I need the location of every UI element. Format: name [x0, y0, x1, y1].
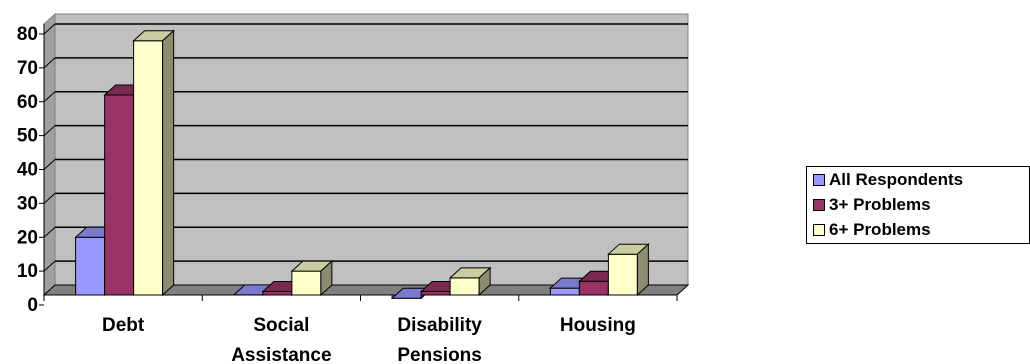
x-category-label: Pensions — [397, 345, 481, 364]
bar-front — [262, 290, 293, 296]
legend-swatch-all-respondents — [813, 174, 825, 186]
legend-item-3-problems: 3+ Problems — [813, 194, 931, 216]
bar-front — [133, 40, 164, 296]
y-tick-label: 50 — [17, 126, 38, 147]
gridline-side — [43, 125, 56, 136]
gridline-side — [43, 23, 56, 35]
bar-side — [320, 259, 333, 297]
bar-front — [578, 280, 609, 296]
bar-front — [420, 290, 451, 296]
gridline-side — [43, 193, 56, 204]
bar-front — [449, 277, 480, 296]
bar-front — [549, 287, 580, 296]
y-tick-label: 10 — [17, 261, 38, 282]
gridline-side — [43, 226, 56, 238]
gridline-side — [43, 57, 56, 69]
y-tick-label: 20 — [17, 227, 38, 248]
x-category-label: Housing — [560, 315, 636, 336]
y-tick-label: 40 — [17, 160, 38, 181]
legend-label: 6+ Problems — [829, 220, 931, 239]
bar-front — [104, 94, 135, 296]
y-tick-label: 0 — [27, 295, 38, 316]
y-tick-label: 60 — [17, 92, 38, 113]
y-tick-label: 80 — [17, 24, 38, 45]
legend-label: 3+ Problems — [829, 195, 931, 214]
bar-side — [636, 243, 649, 297]
bar-front — [607, 253, 638, 296]
y-tick-label: 70 — [17, 58, 38, 79]
bar-front — [291, 270, 322, 296]
legend-item-6-problems: 6+ Problems — [813, 219, 931, 241]
x-category-label: Debt — [102, 315, 145, 336]
legend-swatch-6-problems — [813, 224, 825, 236]
bar-side — [162, 29, 175, 297]
y-tick-label: 30 — [17, 193, 38, 214]
gridline-side — [43, 91, 56, 103]
x-category-label: Social — [253, 315, 309, 336]
gridline-side — [43, 159, 56, 170]
gridline-side — [43, 260, 56, 272]
bar-side — [478, 266, 491, 297]
bar-front — [75, 236, 106, 296]
chart-legend: All Respondents 3+ Problems 6+ Problems — [806, 166, 1030, 244]
legend-swatch-3-problems — [813, 199, 825, 211]
chart-side-wall — [43, 12, 56, 297]
x-category-label: Assistance — [231, 345, 331, 364]
x-category-label: Disability — [397, 315, 482, 336]
legend-item-all-respondents: All Respondents — [813, 169, 963, 191]
legend-label: All Respondents — [829, 170, 964, 189]
